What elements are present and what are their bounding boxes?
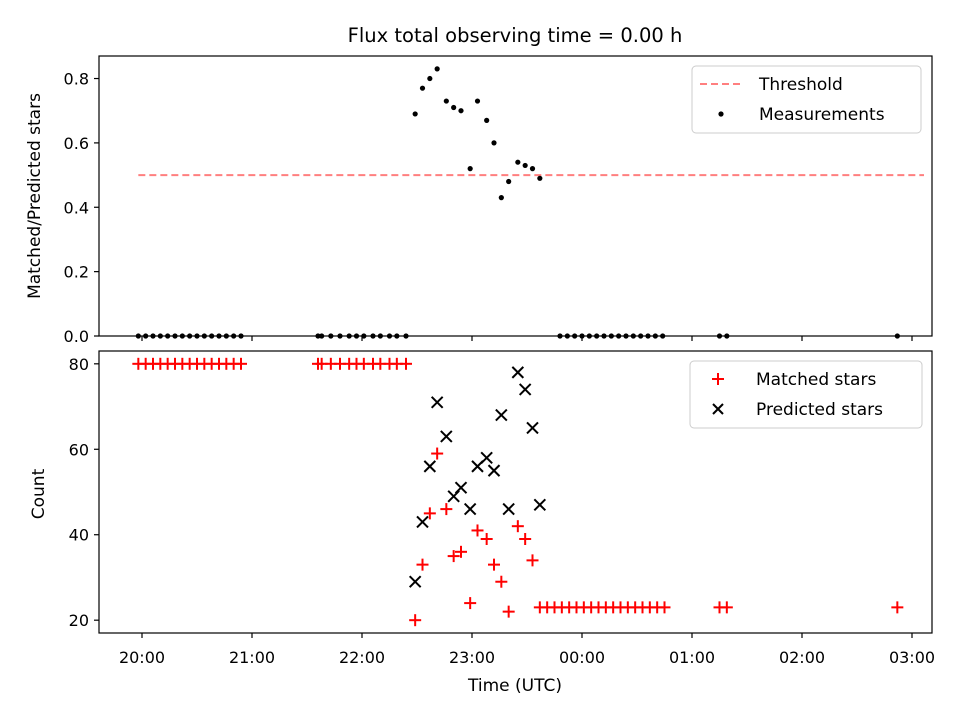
matched-star-point bbox=[464, 597, 477, 610]
predicted-star-point bbox=[511, 366, 525, 379]
top-chart-title: Flux total observing time = 0.00 h bbox=[348, 24, 683, 47]
top-y-tick-label: 0.4 bbox=[64, 198, 89, 217]
predicted-star-point bbox=[454, 481, 468, 494]
measurement-point bbox=[484, 117, 490, 123]
bottom-x-tick-label: 01:00 bbox=[669, 648, 715, 667]
bottom-axes-frame bbox=[98, 350, 933, 634]
matched-star-point bbox=[431, 447, 444, 460]
predicted-star-point bbox=[502, 502, 515, 516]
matched-star-point bbox=[511, 520, 524, 533]
bottom-panel: Count Time (UTC) 20 40 60 80 20:00 21:00 22:0… bbox=[29, 350, 935, 696]
matched-star-point bbox=[447, 550, 460, 563]
predicted-stars-legend-marker bbox=[712, 403, 724, 415]
measurements-legend-marker bbox=[718, 111, 724, 117]
predicted-stars-legend-label: Predicted stars bbox=[756, 400, 883, 420]
top-y-ticks: 0.0 0.2 0.4 0.6 0.8 bbox=[64, 70, 99, 346]
matched-star-point bbox=[455, 545, 467, 558]
bottom-y-tick-label: 80 bbox=[69, 355, 89, 374]
top-legend: Threshold Measurements bbox=[691, 65, 922, 134]
bottom-y-tick-label: 20 bbox=[69, 611, 89, 630]
predicted-star-point bbox=[533, 498, 547, 512]
top-legend-box bbox=[691, 65, 922, 134]
bottom-x-tick-label: 20:00 bbox=[119, 648, 165, 667]
predicted-star-point bbox=[480, 451, 493, 465]
bottom-legend: Matched stars Predicted stars bbox=[689, 360, 923, 429]
bottom-y-axis-label: Count bbox=[29, 468, 49, 519]
matched-star-point bbox=[416, 558, 429, 571]
matched-star-point bbox=[891, 601, 904, 614]
top-y-tick-label: 0.8 bbox=[64, 70, 89, 89]
predicted-star-point bbox=[463, 502, 477, 516]
bottom-y-tick-label: 60 bbox=[69, 440, 89, 459]
predicted-star-point bbox=[440, 430, 453, 443]
top-y-tick-label: 0.6 bbox=[64, 134, 89, 153]
matched-stars-legend-label: Matched stars bbox=[756, 370, 876, 390]
matched-star-point bbox=[502, 605, 515, 618]
threshold-legend-label: Threshold bbox=[758, 75, 843, 95]
bottom-legend-box bbox=[689, 360, 923, 429]
matched-star-point bbox=[526, 554, 539, 567]
measurement-point bbox=[498, 195, 504, 201]
predicted-star-point bbox=[518, 383, 532, 396]
measurement-point bbox=[434, 66, 440, 72]
measurement-point bbox=[419, 85, 426, 91]
matched-star-point bbox=[471, 524, 484, 537]
matched-star-point bbox=[400, 357, 412, 370]
measurement-point bbox=[451, 104, 457, 111]
measurement-point bbox=[515, 159, 521, 165]
measurement-point bbox=[467, 166, 473, 172]
predicted-star-point bbox=[423, 460, 437, 473]
matched-star-point bbox=[440, 503, 453, 516]
bottom-y-ticks: 20 40 60 80 bbox=[69, 355, 99, 630]
bottom-plot-area bbox=[132, 357, 904, 627]
matched-star-point bbox=[480, 533, 493, 545]
measurement-point bbox=[443, 98, 449, 104]
measurement-point bbox=[427, 75, 433, 82]
measurement-point bbox=[491, 140, 497, 146]
measurement-point bbox=[474, 98, 481, 104]
top-y-tick-label: 0.2 bbox=[64, 263, 89, 282]
bottom-x-tick-label: 00:00 bbox=[559, 648, 605, 667]
measurement-point bbox=[506, 178, 512, 185]
measurement-point bbox=[529, 166, 536, 172]
predicted-star-point bbox=[408, 575, 422, 588]
top-axes-frame bbox=[98, 55, 933, 337]
measurement-point bbox=[412, 111, 418, 117]
predicted-star-point bbox=[430, 396, 444, 409]
bottom-x-tick-label: 03:00 bbox=[889, 648, 935, 667]
top-panel: Flux total observing time = 0.00 h Match… bbox=[25, 24, 933, 346]
measurement-point bbox=[537, 175, 543, 181]
bottom-x-tick-label: 23:00 bbox=[449, 648, 495, 667]
measurements-legend-label: Measurements bbox=[759, 105, 885, 125]
matched-star-point bbox=[409, 614, 422, 627]
bottom-x-tick-label: 02:00 bbox=[779, 648, 825, 667]
matched-star-point bbox=[519, 533, 532, 545]
matched-star-point bbox=[488, 558, 500, 571]
measurement-point bbox=[522, 162, 528, 169]
matched-star-point bbox=[720, 601, 733, 614]
top-y-tick-label: 0.0 bbox=[64, 327, 89, 346]
predicted-star-point bbox=[495, 408, 508, 422]
bottom-x-tick-label: 22:00 bbox=[339, 648, 385, 667]
matched-star-point bbox=[423, 507, 436, 520]
bottom-x-tick-label: 21:00 bbox=[229, 648, 275, 667]
bottom-x-ticks: 20:00 21:00 22:00 23:00 00:00 01:00 02:00 03:00 bbox=[119, 633, 935, 667]
matched-star-point bbox=[235, 357, 247, 370]
matched-star-point bbox=[658, 601, 671, 614]
top-y-axis-label: Matched/Predicted stars bbox=[25, 93, 45, 299]
bottom-y-tick-label: 40 bbox=[69, 526, 89, 545]
measurement-point bbox=[458, 108, 464, 114]
bottom-x-axis-label: Time (UTC) bbox=[467, 676, 562, 696]
matched-stars-legend-marker bbox=[712, 373, 724, 385]
predicted-star-point bbox=[526, 421, 539, 435]
predicted-star-point bbox=[416, 515, 429, 529]
matched-star-point bbox=[495, 575, 508, 588]
predicted-star-point bbox=[487, 464, 501, 477]
